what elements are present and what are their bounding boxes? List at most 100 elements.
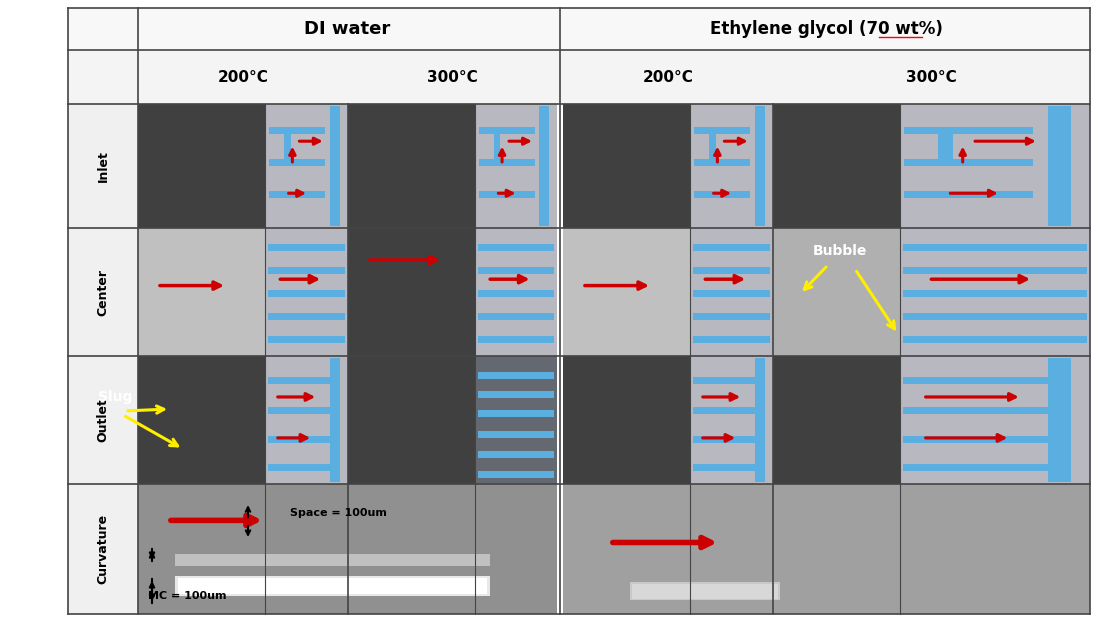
Bar [478,391,554,398]
Bar [68,50,1090,104]
Bar [479,127,534,133]
Bar [269,127,326,133]
Bar [693,464,755,471]
Bar [631,584,778,599]
Bar [904,192,1033,198]
Bar [563,104,690,228]
Bar [903,267,1087,274]
Bar [138,484,558,614]
Bar [478,372,554,379]
Bar [693,407,755,413]
Bar [68,104,138,228]
Bar [900,104,1090,228]
Text: Inlet: Inlet [96,150,109,182]
Bar [268,464,330,471]
Text: Curvature: Curvature [96,514,109,584]
Bar [694,192,751,198]
Bar [265,228,348,356]
Bar [268,407,330,413]
Bar [330,106,340,226]
Bar [773,356,900,484]
Bar [348,228,475,356]
Bar [903,244,1087,251]
Text: Center: Center [96,268,109,316]
Bar [694,127,751,133]
Bar [478,431,554,438]
Bar [478,290,554,297]
Bar [478,313,554,320]
Bar [903,464,1048,471]
Bar [475,228,558,356]
Bar [709,129,715,159]
Bar [479,192,534,198]
Bar [903,436,1048,443]
Bar [693,313,769,320]
Bar [479,159,534,166]
Bar [690,356,773,484]
Bar [900,228,1090,356]
Bar [903,313,1087,320]
Bar [348,356,475,484]
Bar [563,484,1090,614]
Bar [138,104,265,228]
Bar [694,159,751,166]
Bar [176,576,490,596]
Bar [755,106,765,226]
Bar [68,484,138,614]
Bar [268,313,344,320]
Bar [539,106,549,226]
Text: 200°C: 200°C [643,69,693,85]
Bar [478,470,554,478]
Bar [176,554,490,566]
Bar [903,377,1048,384]
Bar [900,356,1090,484]
Bar [68,228,138,356]
Bar [478,451,554,459]
Bar [938,129,954,159]
Text: Ethylene glycol (70 wt%): Ethylene glycol (70 wt%) [710,20,943,38]
Bar [563,228,690,356]
Bar [268,377,330,384]
Bar [693,290,769,297]
Bar [563,356,690,484]
Bar [478,267,554,274]
Bar [690,104,773,228]
Bar [284,129,290,159]
Text: MC = 100um: MC = 100um [148,591,226,601]
Bar [478,244,554,251]
Text: DI water: DI water [305,20,391,38]
Bar [903,336,1087,343]
Bar [693,436,755,443]
Text: 200°C: 200°C [217,69,268,85]
Bar [903,407,1048,413]
Bar [904,159,1033,166]
Bar [348,104,475,228]
Text: Space = 100um: Space = 100um [290,507,386,518]
Bar [773,104,900,228]
Bar [265,104,348,228]
Bar [493,129,500,159]
Bar [268,436,330,443]
Bar [773,228,900,356]
Bar [904,127,1033,133]
Bar [903,290,1087,297]
Bar [475,104,558,228]
Text: Bubble: Bubble [813,244,867,258]
Bar [138,356,265,484]
Bar [268,290,344,297]
Bar [265,356,348,484]
Bar [478,410,554,417]
Text: Outlet: Outlet [96,398,109,442]
Bar [268,267,344,274]
Bar [693,377,755,384]
Bar [478,336,554,343]
Bar [693,244,769,251]
Text: Slug: Slug [98,390,132,404]
Bar [1048,106,1071,226]
Bar [268,244,344,251]
Bar [269,192,326,198]
Bar [755,358,765,482]
Bar [68,8,1090,50]
Text: 300°C: 300°C [427,69,478,85]
Bar [693,267,769,274]
